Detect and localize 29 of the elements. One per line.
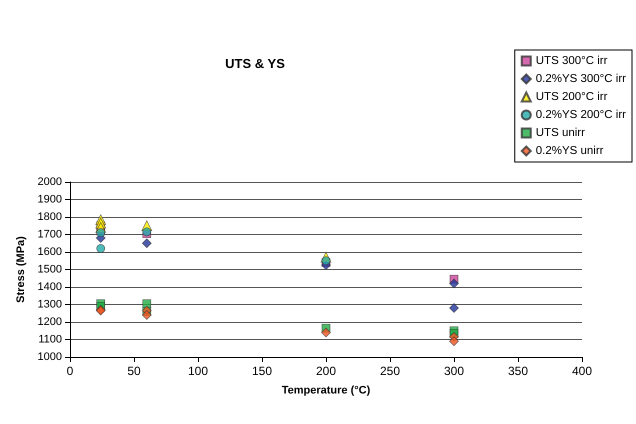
x-tick-label: 350	[508, 364, 528, 378]
x-tick-label: 400	[572, 364, 592, 378]
legend-label: 0.2%YS 300°C irr	[536, 73, 626, 85]
y-tick-label: 1200	[38, 316, 62, 328]
x-tick-label: 300	[444, 364, 464, 378]
x-tick-label: 150	[252, 364, 272, 378]
x-axis-title: Temperature (°C)	[282, 384, 371, 396]
x-tick-label: 0	[66, 364, 74, 378]
y-tick-label: 1600	[38, 246, 62, 258]
legend-label: UTS 300°C irr	[536, 55, 608, 67]
x-tick-label: 250	[380, 364, 400, 378]
legend-label: UTS 200°C irr	[536, 91, 608, 103]
x-tick-label: 100	[188, 364, 208, 378]
y-tick-label: 1400	[38, 281, 62, 293]
chart-title: UTS & YS	[225, 56, 286, 71]
x-tick-label: 200	[316, 364, 336, 378]
y-tick-label: 1700	[38, 228, 62, 240]
y-tick-label: 1000	[38, 351, 62, 363]
legend-label: 0.2%YS unirr	[536, 145, 604, 157]
y-tick-label: 1300	[38, 298, 62, 310]
y-tick-label: 1500	[38, 264, 62, 276]
legend-label: 0.2%YS 200°C irr	[536, 109, 626, 121]
y-tick-label: 2000	[38, 176, 62, 188]
y-tick-label: 1900	[38, 194, 62, 206]
legend-label: UTS unirr	[536, 127, 586, 139]
x-tick-label: 50	[127, 364, 141, 378]
y-tick-label: 1100	[38, 334, 62, 346]
y-axis-title: Stress (MPa)	[15, 236, 28, 303]
y-tick-label: 1800	[38, 211, 62, 223]
